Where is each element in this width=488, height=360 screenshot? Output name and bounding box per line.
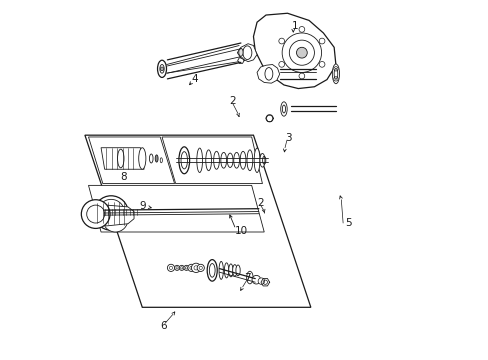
Polygon shape bbox=[257, 64, 279, 83]
Ellipse shape bbox=[240, 151, 245, 169]
Polygon shape bbox=[101, 148, 144, 169]
Polygon shape bbox=[253, 13, 335, 89]
Ellipse shape bbox=[235, 265, 240, 276]
Ellipse shape bbox=[157, 60, 166, 77]
Ellipse shape bbox=[221, 152, 226, 168]
Ellipse shape bbox=[179, 147, 189, 174]
Ellipse shape bbox=[224, 263, 228, 278]
Circle shape bbox=[167, 264, 174, 271]
Text: 1: 1 bbox=[291, 21, 297, 31]
Circle shape bbox=[104, 209, 126, 230]
Ellipse shape bbox=[332, 64, 339, 84]
Circle shape bbox=[191, 263, 201, 273]
Polygon shape bbox=[237, 44, 257, 62]
Text: 4: 4 bbox=[191, 74, 197, 84]
Ellipse shape bbox=[260, 153, 264, 167]
Circle shape bbox=[251, 275, 260, 284]
Ellipse shape bbox=[207, 260, 217, 281]
Circle shape bbox=[197, 264, 204, 271]
Ellipse shape bbox=[227, 153, 233, 167]
Circle shape bbox=[106, 211, 124, 228]
Ellipse shape bbox=[232, 265, 237, 276]
Text: 3: 3 bbox=[285, 133, 291, 143]
Circle shape bbox=[94, 196, 128, 230]
Ellipse shape bbox=[280, 102, 286, 116]
Ellipse shape bbox=[196, 148, 202, 172]
Ellipse shape bbox=[219, 261, 223, 279]
Circle shape bbox=[296, 47, 306, 58]
Ellipse shape bbox=[139, 148, 145, 169]
Text: 2: 2 bbox=[257, 198, 264, 208]
Circle shape bbox=[174, 265, 179, 270]
Polygon shape bbox=[94, 203, 134, 226]
Circle shape bbox=[179, 265, 184, 270]
Circle shape bbox=[160, 67, 163, 71]
Ellipse shape bbox=[238, 48, 243, 56]
Ellipse shape bbox=[246, 150, 252, 171]
Ellipse shape bbox=[228, 264, 233, 277]
Circle shape bbox=[81, 200, 110, 228]
Ellipse shape bbox=[155, 155, 158, 162]
Polygon shape bbox=[88, 137, 174, 184]
Text: 7: 7 bbox=[244, 273, 250, 283]
Text: 10: 10 bbox=[234, 226, 247, 236]
Polygon shape bbox=[162, 137, 262, 184]
Polygon shape bbox=[88, 185, 264, 232]
Circle shape bbox=[187, 264, 195, 271]
Ellipse shape bbox=[246, 271, 253, 284]
Text: 2: 2 bbox=[229, 96, 236, 106]
Ellipse shape bbox=[160, 158, 162, 163]
Ellipse shape bbox=[213, 151, 219, 169]
Ellipse shape bbox=[149, 154, 153, 163]
Polygon shape bbox=[85, 135, 310, 307]
Text: 8: 8 bbox=[120, 172, 126, 182]
Circle shape bbox=[183, 265, 188, 270]
Ellipse shape bbox=[205, 150, 211, 171]
Ellipse shape bbox=[233, 152, 239, 168]
Circle shape bbox=[102, 207, 128, 232]
Text: 6: 6 bbox=[160, 321, 167, 331]
Circle shape bbox=[258, 278, 264, 284]
Ellipse shape bbox=[254, 148, 260, 172]
Text: 9: 9 bbox=[139, 201, 145, 211]
Text: 5: 5 bbox=[345, 218, 351, 228]
